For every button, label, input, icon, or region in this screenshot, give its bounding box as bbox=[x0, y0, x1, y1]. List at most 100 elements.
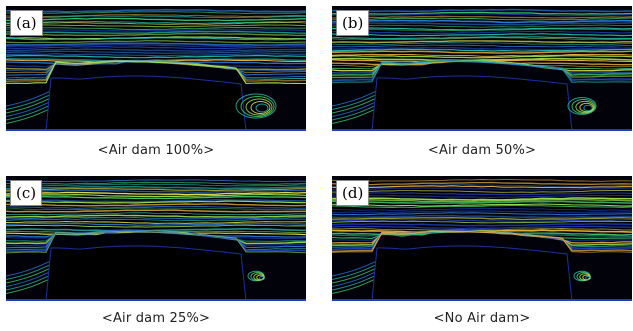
streamline bbox=[6, 189, 306, 193]
streamline bbox=[332, 187, 632, 191]
wake-vortex bbox=[245, 98, 273, 116]
streamline bbox=[332, 231, 632, 253]
streamline bbox=[6, 216, 306, 220]
streamline bbox=[6, 50, 306, 54]
streamline bbox=[6, 218, 306, 222]
vehicle-body bbox=[371, 245, 573, 301]
streamline bbox=[6, 22, 306, 25]
streamline bbox=[6, 224, 306, 228]
streamline bbox=[6, 179, 306, 183]
streamline bbox=[6, 44, 306, 48]
streamline bbox=[332, 24, 632, 28]
streamline bbox=[6, 37, 306, 41]
streamline bbox=[332, 204, 632, 208]
panel-label: (c) bbox=[10, 180, 43, 206]
streamline bbox=[332, 22, 632, 26]
wake-vortex bbox=[567, 97, 597, 115]
streamline bbox=[6, 185, 306, 190]
streamline bbox=[332, 42, 632, 46]
panel-caption: <Air dam 100%> bbox=[97, 143, 215, 158]
streamline bbox=[6, 13, 306, 18]
streamline bbox=[6, 39, 306, 44]
streamline bbox=[332, 57, 632, 62]
panel-b: (b) bbox=[332, 6, 632, 131]
streamline bbox=[332, 37, 632, 41]
streamline bbox=[6, 53, 306, 57]
streamline bbox=[332, 222, 632, 227]
wake-vortex bbox=[585, 275, 591, 281]
streamline bbox=[6, 11, 306, 15]
streamline bbox=[332, 53, 632, 57]
streamline bbox=[6, 191, 306, 196]
streamline bbox=[332, 225, 632, 230]
streamline bbox=[332, 19, 632, 24]
streamline bbox=[6, 212, 306, 216]
streamline bbox=[6, 203, 306, 207]
wake-vortex bbox=[250, 101, 271, 114]
streamline bbox=[332, 48, 632, 52]
streamline bbox=[332, 50, 632, 54]
streamline bbox=[332, 46, 632, 51]
streamline bbox=[332, 217, 632, 221]
panel-d: (d) bbox=[332, 176, 632, 301]
wake-vortex bbox=[571, 99, 596, 114]
streamline bbox=[332, 15, 632, 19]
streamline bbox=[332, 28, 632, 32]
wake-vortex bbox=[579, 102, 594, 113]
streamline bbox=[6, 181, 306, 185]
streamline bbox=[6, 221, 306, 224]
streamline bbox=[6, 46, 306, 50]
streamline bbox=[332, 210, 632, 214]
streamline bbox=[332, 228, 632, 231]
streamline bbox=[332, 203, 632, 207]
streamline bbox=[332, 218, 632, 222]
panel-caption: <No Air dam> bbox=[433, 311, 531, 326]
streamline bbox=[332, 60, 632, 84]
streamline bbox=[6, 205, 306, 209]
streamline bbox=[332, 197, 632, 201]
streamline bbox=[6, 54, 306, 59]
streamline bbox=[332, 8, 632, 13]
wake-vortex bbox=[235, 93, 277, 119]
panel-caption: <Air dam 50%> bbox=[427, 143, 537, 158]
streamline bbox=[332, 179, 632, 182]
streamline bbox=[6, 48, 306, 52]
streamline bbox=[332, 44, 632, 48]
streamline bbox=[6, 207, 306, 211]
streamline bbox=[6, 27, 306, 30]
panel-label: (d) bbox=[336, 180, 370, 206]
streamline bbox=[332, 36, 632, 40]
streamline bbox=[6, 209, 306, 213]
streamline bbox=[6, 42, 306, 46]
streamline bbox=[332, 13, 632, 17]
streamline bbox=[332, 181, 632, 186]
vehicle-body bbox=[371, 75, 573, 131]
streamline bbox=[332, 11, 632, 15]
streamline bbox=[6, 17, 306, 22]
streamline bbox=[6, 8, 306, 13]
streamline bbox=[6, 60, 306, 85]
streamline bbox=[332, 54, 632, 59]
streamline-image bbox=[332, 6, 632, 131]
streamline bbox=[6, 199, 306, 203]
streamline-image bbox=[6, 176, 306, 301]
panel-c: (c) bbox=[6, 176, 306, 301]
streamline bbox=[332, 194, 632, 198]
streamline bbox=[6, 30, 306, 34]
streamline bbox=[332, 184, 632, 188]
streamline bbox=[332, 40, 632, 44]
streamline bbox=[332, 207, 632, 211]
streamline bbox=[332, 192, 632, 196]
streamline bbox=[6, 214, 306, 218]
streamline bbox=[6, 24, 306, 28]
streamline-image bbox=[332, 176, 632, 301]
wake-vortex bbox=[583, 104, 593, 112]
streamline bbox=[332, 30, 632, 34]
panel-a: (a) bbox=[6, 6, 306, 131]
panel-label: (b) bbox=[336, 10, 370, 36]
wake-vortex bbox=[240, 96, 275, 117]
streamline bbox=[332, 190, 632, 193]
streamline bbox=[332, 220, 632, 224]
streamline bbox=[6, 20, 306, 24]
streamline bbox=[6, 32, 306, 37]
